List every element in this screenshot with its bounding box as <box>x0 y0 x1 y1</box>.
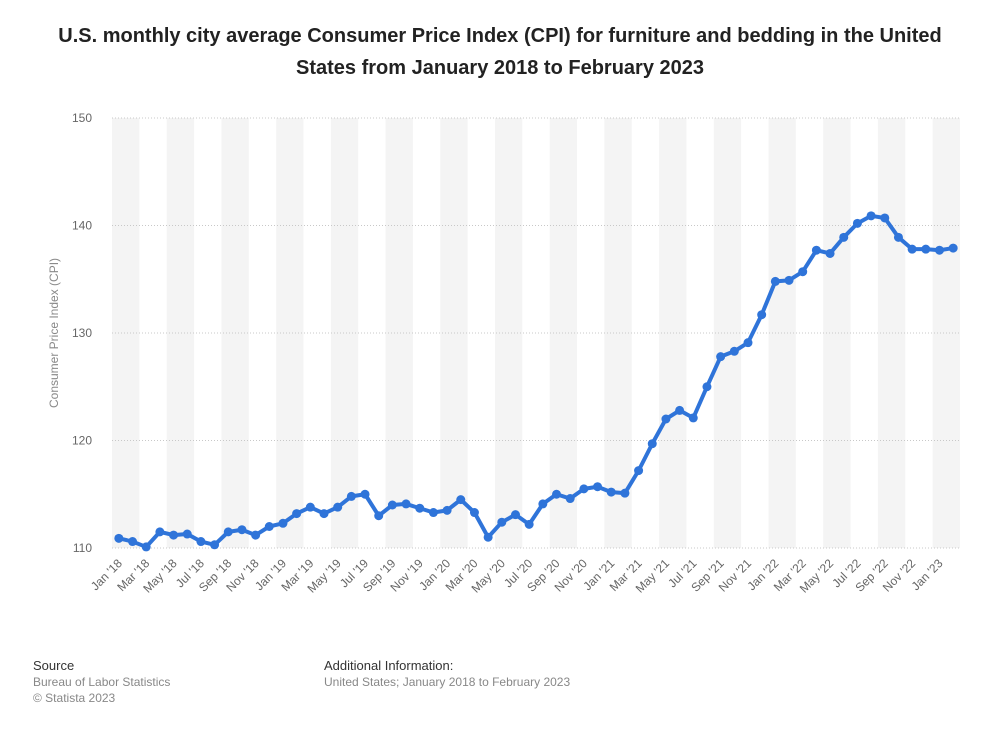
data-point <box>661 414 671 424</box>
data-point <box>620 488 630 498</box>
data-point <box>593 482 603 492</box>
data-point <box>579 484 589 494</box>
y-tick-label: 150 <box>72 111 92 125</box>
data-point <box>182 529 192 539</box>
y-tick-label: 140 <box>72 219 92 233</box>
data-point <box>634 466 644 476</box>
line-chart: 110 120 130 140 150 Consumer Price Index (CPI… <box>47 111 960 596</box>
y-tick-label: 110 <box>73 541 92 555</box>
background-band <box>768 118 796 548</box>
y-tick-label: 130 <box>72 326 92 340</box>
data-point <box>469 508 479 518</box>
data-point <box>743 338 753 348</box>
data-point <box>333 502 343 512</box>
additional-info-label: Additional Information: <box>324 658 454 673</box>
data-point <box>128 537 138 547</box>
data-point <box>606 487 616 497</box>
additional-info-block: Additional Information: United States; J… <box>324 658 570 690</box>
data-point <box>770 276 780 286</box>
data-point <box>141 542 151 552</box>
data-point <box>647 439 657 449</box>
data-point <box>798 267 808 277</box>
data-point <box>278 518 288 528</box>
data-point <box>716 352 726 362</box>
data-point <box>510 510 520 520</box>
data-point <box>839 232 849 242</box>
background-band <box>823 118 851 548</box>
background-band <box>549 118 578 548</box>
data-point <box>934 245 944 255</box>
data-point <box>538 499 548 509</box>
background-band <box>659 118 687 548</box>
data-point <box>319 509 329 519</box>
data-point <box>811 245 821 255</box>
data-point <box>784 275 794 285</box>
chart-title: U.S. monthly city average Consumer Price… <box>58 25 942 79</box>
background-band <box>385 118 413 548</box>
data-point <box>688 413 698 423</box>
data-point <box>729 346 739 356</box>
data-point <box>442 505 452 515</box>
data-point <box>907 244 917 254</box>
data-point <box>305 502 315 512</box>
additional-info-text: United States; January 2018 to February … <box>324 675 571 689</box>
data-point <box>552 489 562 499</box>
data-point <box>948 243 958 253</box>
data-point <box>387 500 397 510</box>
data-point <box>401 499 411 509</box>
data-point <box>169 530 179 540</box>
data-point <box>155 527 165 537</box>
data-point <box>866 211 876 221</box>
data-point <box>852 218 862 228</box>
data-point <box>757 310 767 320</box>
data-point <box>497 517 507 527</box>
data-point <box>292 509 302 519</box>
source-line-1: Bureau of Labor Statistics <box>33 675 171 689</box>
background-band <box>166 118 195 548</box>
source-line-2: © Statista 2023 <box>33 691 116 705</box>
x-tick-label: Jan '23 <box>909 556 946 593</box>
data-point <box>921 244 931 254</box>
data-point <box>483 532 493 542</box>
data-point <box>456 495 466 505</box>
data-point <box>415 503 425 513</box>
data-point <box>360 489 370 499</box>
source-block: Source Bureau of Labor Statistics © Stat… <box>33 658 170 706</box>
data-point <box>196 537 206 547</box>
data-point <box>565 494 575 504</box>
data-point <box>702 382 712 392</box>
data-point <box>237 525 247 535</box>
background-band <box>604 118 632 548</box>
data-point <box>675 405 685 415</box>
y-tick-label: 120 <box>72 434 92 448</box>
data-point <box>428 508 438 518</box>
background-band <box>330 118 359 548</box>
data-point <box>264 522 274 531</box>
data-point <box>114 533 124 543</box>
background-band <box>877 118 906 548</box>
background-band <box>112 118 140 548</box>
data-point <box>251 530 261 540</box>
data-point <box>346 491 356 501</box>
data-point <box>524 519 534 529</box>
source-label: Source <box>33 658 75 673</box>
data-point <box>223 527 233 537</box>
data-point <box>825 248 835 258</box>
data-point <box>893 232 903 242</box>
data-point <box>374 511 384 521</box>
data-point <box>880 213 890 223</box>
y-axis-label: Consumer Price Index (CPI) <box>47 258 61 408</box>
data-point <box>210 540 220 550</box>
